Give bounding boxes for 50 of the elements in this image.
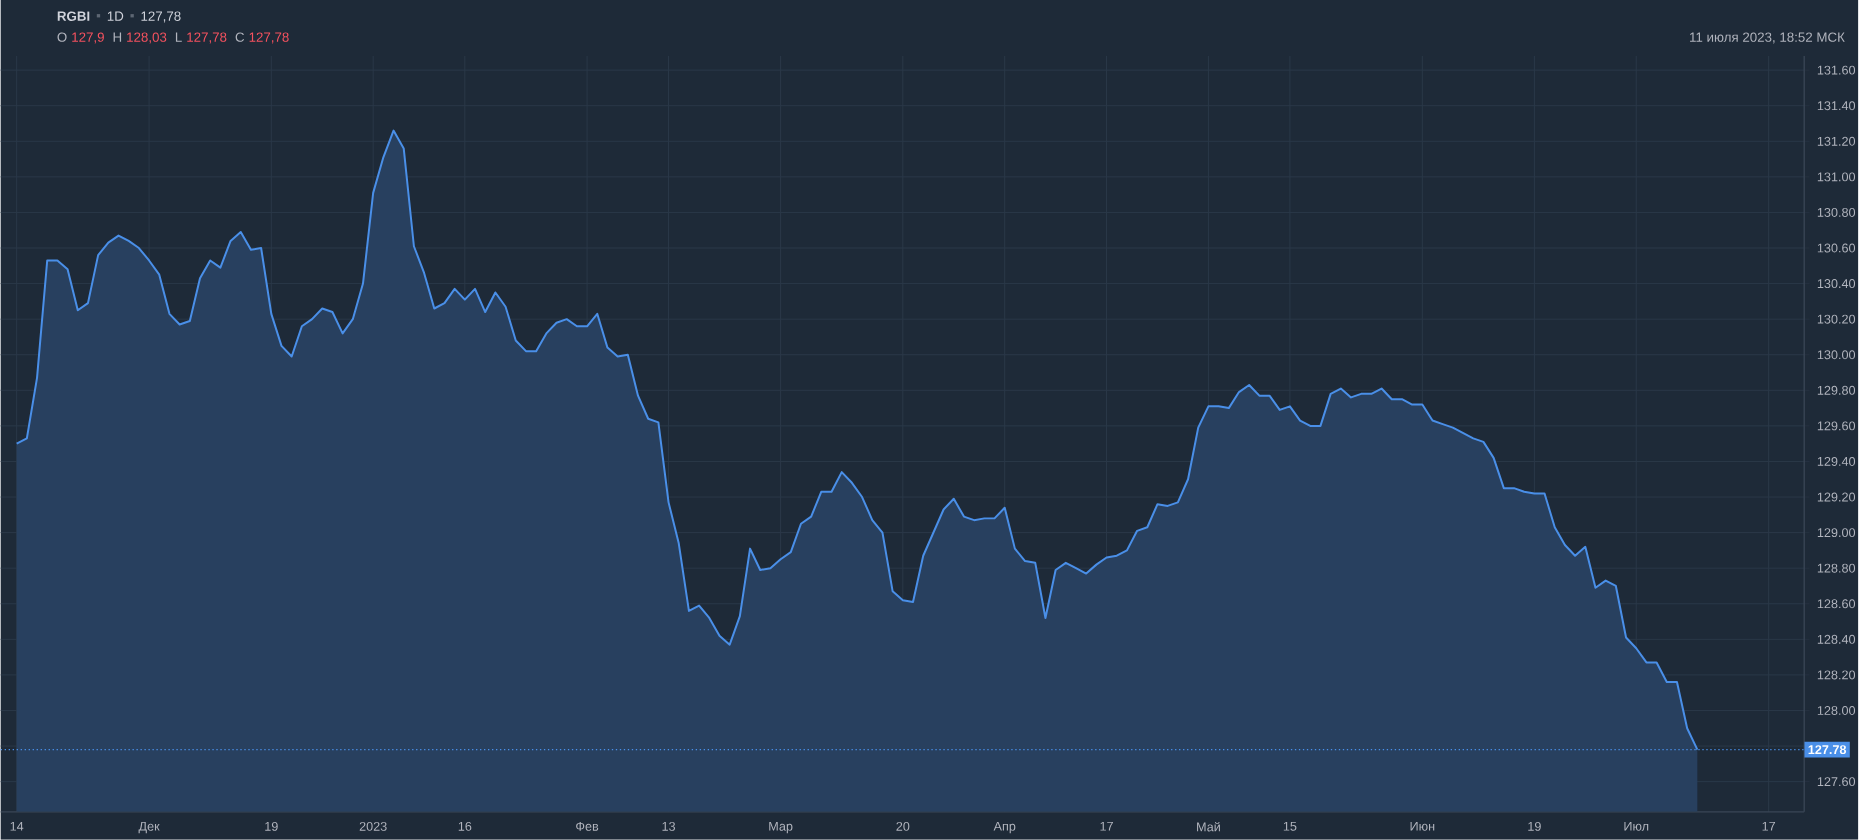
x-tick-label: 19 (1528, 821, 1541, 831)
x-tick-label: Дек (138, 821, 160, 834)
y-tick-label: 131.40 (1817, 101, 1856, 111)
y-tick-label: 130.00 (1817, 350, 1856, 360)
x-tick-label: 19 (265, 821, 278, 831)
x-tick-label: 14 (10, 821, 24, 831)
x-tick-label: 13 (662, 821, 676, 831)
y-tick-label: 129.80 (1817, 385, 1856, 395)
text: 128,03 (127, 32, 167, 44)
y-tick-label: 129.00 (1817, 528, 1856, 538)
x-tick-label: 17 (1762, 821, 1776, 831)
x-tick-label: 16 (458, 821, 472, 831)
x-tick-label: Июл (1624, 821, 1649, 831)
y-tick-label: 129.20 (1817, 492, 1856, 502)
y-tick-label: 129.40 (1817, 457, 1856, 467)
y-tick-label: 128.20 (1817, 670, 1856, 680)
text: 127,9 (72, 32, 104, 44)
y-tick-label: 130.40 (1817, 279, 1856, 289)
text: 127,78 (141, 11, 181, 23)
x-tick-label: 17 (1100, 821, 1113, 831)
y-tick-label: 130.20 (1817, 314, 1856, 324)
y-tick-label: 131.20 (1817, 136, 1856, 146)
y-tick-label: 128.40 (1817, 634, 1856, 644)
text: 127,78 (249, 32, 289, 44)
text: 1D (107, 11, 124, 21)
x-tick-label: 15 (1283, 821, 1297, 831)
x-tick-label: Май (1197, 821, 1220, 832)
x-tick-label: Апр (993, 821, 1016, 834)
ref-line-label: 127.78 (1808, 745, 1847, 755)
chart-title: RGBI (57, 11, 90, 21)
y-tick-label: 131.00 (1817, 172, 1856, 182)
x-tick-label: Фев (576, 821, 599, 831)
x-tick-label: 2023 (359, 821, 387, 831)
y-tick-label: 127.60 (1817, 777, 1856, 787)
chart-subtitle: 11 июля 2023, 18:52 МСК (1690, 32, 1845, 44)
y-tick-label: 129.60 (1817, 421, 1856, 431)
y-tick-label: 128.60 (1817, 599, 1856, 609)
y-tick-label: 131.60 (1817, 65, 1856, 75)
x-tick-label: Июн (1410, 821, 1435, 831)
text: O (57, 32, 67, 42)
y-tick-label: 128.80 (1817, 563, 1856, 573)
text: L (175, 32, 182, 42)
y-tick-label: 130.80 (1817, 208, 1856, 217)
y-tick-label: 130.60 (1817, 243, 1856, 253)
x-tick-label: 20 (896, 821, 910, 831)
text: H (113, 32, 122, 42)
y-tick-label: 128.00 (1817, 706, 1856, 716)
text: C (235, 32, 245, 42)
x-tick-label: Мар (769, 821, 793, 834)
text: 127,78 (187, 32, 227, 44)
